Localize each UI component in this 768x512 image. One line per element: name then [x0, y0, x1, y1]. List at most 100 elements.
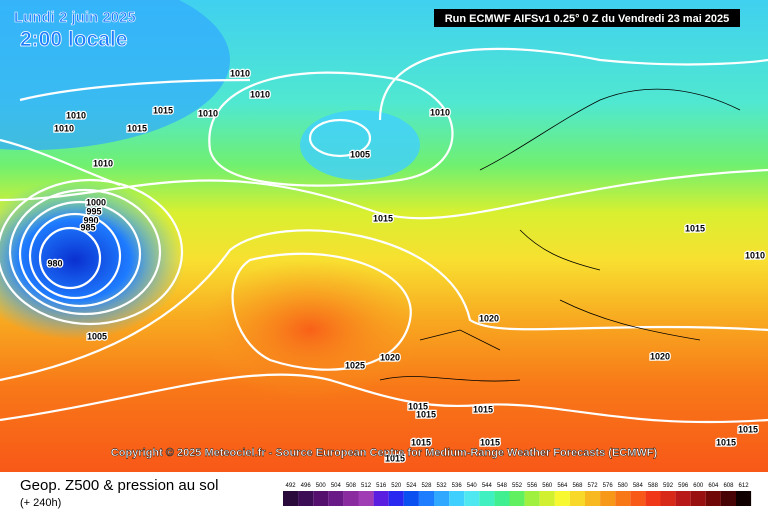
scale-label: 504 [331, 483, 342, 489]
scale-label: 540 [467, 483, 478, 489]
isobar [38, 226, 102, 290]
scale-label: 604 [708, 483, 719, 489]
scale-swatch [600, 491, 616, 506]
scale-label: 580 [618, 483, 629, 489]
isobar-label: 1010 [54, 123, 74, 133]
scale-label: 508 [346, 483, 357, 489]
scale-swatch [569, 491, 585, 506]
isobar-label: 1010 [250, 89, 270, 99]
isobar-label: 1015 [153, 105, 173, 115]
scale-label: 588 [648, 483, 659, 489]
isobar [308, 118, 372, 158]
scale-label: 548 [497, 483, 508, 489]
isobar-label: 1010 [198, 108, 218, 118]
isobar-labels: 1010 1010 1015 1010 1010 1015 1010 1010 1005 1010… [46, 67, 766, 465]
isobar [208, 71, 454, 187]
scale-label: 520 [391, 483, 402, 489]
isobar-label: 1015 [408, 401, 428, 411]
cold-area [300, 110, 420, 180]
isobar [18, 200, 142, 308]
scale-swatch [509, 491, 525, 506]
scale-label: 524 [406, 483, 417, 489]
isobar-label: 1015 [416, 409, 436, 419]
isobars [0, 47, 768, 424]
isobar [0, 78, 251, 187]
isobar-label: 1015 [373, 213, 393, 223]
isobar-label: 1005 [350, 149, 370, 159]
isobar-label: 1015 [738, 424, 758, 434]
scale-swatch [494, 491, 510, 506]
run-info: Run ECMWF AIFSv1 0.25° 0 Z du Vendredi 2… [445, 13, 730, 25]
scale-swatch [524, 491, 540, 506]
scale-swatch [554, 491, 570, 506]
isobar-label: 1010 [430, 107, 450, 117]
scale-swatch [720, 491, 736, 506]
scale-label: 608 [723, 483, 734, 489]
scale-label: 492 [286, 483, 297, 489]
scale-swatch [449, 491, 465, 506]
isobar-label: 1010 [66, 110, 86, 120]
scale-swatch [660, 491, 676, 506]
scale-label: 516 [376, 483, 387, 489]
isobar-label: 1010 [93, 158, 113, 168]
isobar [231, 252, 412, 371]
scale-swatch [403, 491, 419, 506]
isobar-label: 1020 [479, 313, 499, 323]
scale-label: 600 [693, 483, 704, 489]
scale-label: 556 [527, 483, 538, 489]
scale-swatch [388, 491, 404, 506]
scale-swatch [690, 491, 706, 506]
scale-swatch [298, 491, 314, 506]
color-scale: 492 496 500 504 508 512 516 520 524 528 532 536 540 5… [283, 483, 752, 506]
isobar-label: 1015 [385, 453, 405, 463]
isobar-label: 1020 [380, 352, 400, 362]
scale-label: 596 [678, 483, 689, 489]
isobar-label: 990 [83, 215, 98, 225]
scale-label: 560 [542, 483, 553, 489]
scale-label: 584 [633, 483, 644, 489]
scale-swatch [645, 491, 661, 506]
isobar [0, 229, 768, 382]
isobar-label: 980 [47, 258, 62, 268]
scale-swatch [736, 491, 752, 506]
isobar-label: 1010 [230, 68, 250, 78]
scale-label: 532 [437, 483, 448, 489]
scale-swatch [328, 491, 344, 506]
isobar-label: 1015 [473, 404, 493, 414]
isobar-label: 1015 [411, 437, 431, 447]
isobar [378, 47, 768, 121]
isobar-label: 995 [86, 206, 101, 216]
scale-swatch [358, 491, 374, 506]
isobar [0, 168, 768, 220]
isobar [0, 178, 184, 326]
footer-title: Geop. Z500 & pression au sol [20, 477, 218, 494]
scale-swatch [479, 491, 495, 506]
footer-subtitle: (+ 240h) [20, 497, 61, 509]
isobar-label: 1000 [86, 197, 106, 207]
scale-label: 576 [603, 483, 614, 489]
scale-label: 512 [361, 483, 372, 489]
scale-label: 496 [301, 483, 312, 489]
cold-area [0, 0, 230, 150]
forecast-time: 2:00 locale [20, 28, 127, 51]
isobar [0, 373, 768, 424]
scale-swatch [283, 491, 299, 506]
scale-label: 552 [512, 483, 523, 489]
warm-area [200, 260, 420, 400]
isobar [28, 212, 122, 300]
scale-swatch [585, 491, 601, 506]
scale-swatch [418, 491, 434, 506]
scale-label: 544 [482, 483, 493, 489]
isobar-label: 1005 [87, 331, 107, 341]
scale-swatch [464, 491, 480, 506]
copyright: Copyright © 2025 Meteociel.fr - Source E… [111, 447, 658, 459]
scale-swatch [343, 491, 359, 506]
scale-label: 528 [421, 483, 432, 489]
scale-swatch [615, 491, 631, 506]
isobar-label: 985 [80, 222, 95, 232]
scale-swatch [313, 491, 329, 506]
scale-swatch [630, 491, 646, 506]
isobar-label: 1015 [716, 437, 736, 447]
isobar-label: 1015 [685, 223, 705, 233]
